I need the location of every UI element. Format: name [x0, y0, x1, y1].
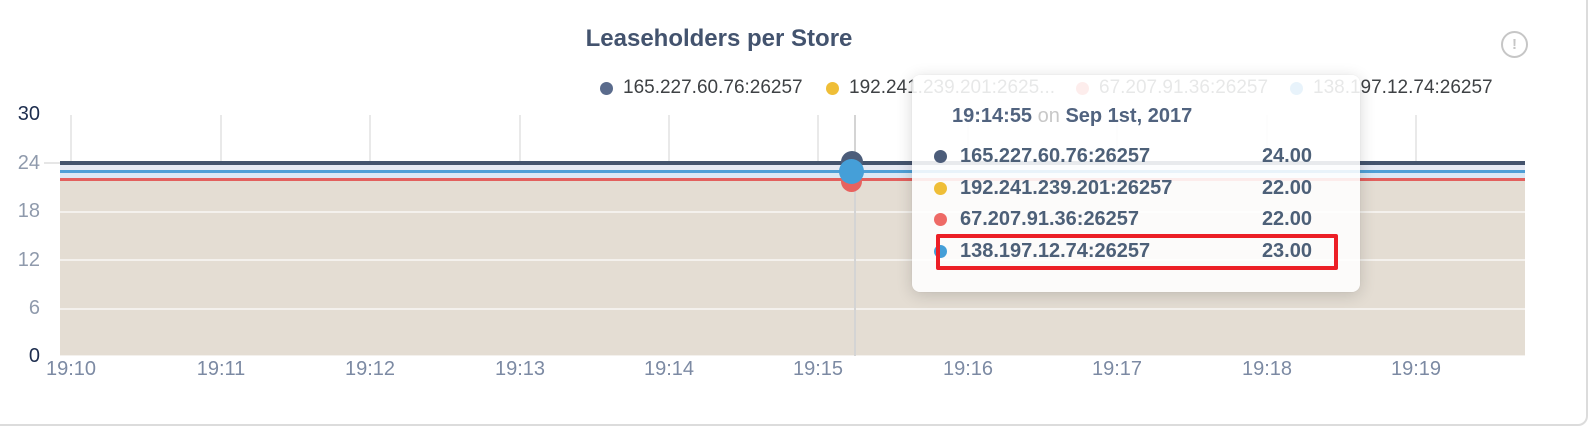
- x-axis-label: 19:17: [1091, 358, 1143, 380]
- tooltip-series-value: 24.00: [1261, 145, 1312, 168]
- x-axis-label: 19:10: [45, 358, 97, 380]
- x-axis-label: 19:13: [494, 358, 546, 380]
- tooltip-timestamp: 19:14:55 on Sep 1st, 2017: [952, 105, 1192, 128]
- h-gridline: [48, 211, 1525, 213]
- chart-tooltip: 19:14:55 on Sep 1st, 2017 165.227.60.76:…: [912, 75, 1360, 292]
- series-line-165-227-60-76: [60, 161, 1525, 165]
- series-dot-navy: [934, 150, 947, 164]
- series-line-138-197-12-74: [60, 170, 1525, 173]
- y-axis-label: 24: [17, 152, 40, 174]
- tooltip-rows: 165.227.60.76:26257 24.00 192.241.239.20…: [934, 141, 1312, 267]
- x-axis-label: 19:18: [1241, 358, 1293, 380]
- tooltip-date: Sep 1st, 2017: [1065, 105, 1193, 127]
- x-axis-label: 19:19: [1390, 358, 1442, 380]
- tooltip-on: on: [1037, 105, 1060, 127]
- x-axis-label: 19:11: [196, 358, 246, 380]
- legend-item-165-227-60-76[interactable]: 165.227.60.76:26257: [600, 77, 803, 98]
- tooltip-series-name: 192.241.239.201:26257: [960, 176, 1173, 199]
- tooltip-row: 165.227.60.76:26257 24.00: [934, 141, 1312, 173]
- h-gridline: [48, 355, 1525, 357]
- tooltip-row: 192.241.239.201:26257 22.00: [934, 173, 1312, 205]
- hover-guide-line: [854, 115, 856, 356]
- y-axis-label: 18: [17, 200, 40, 222]
- red-highlight-annotation: [936, 234, 1338, 270]
- info-icon[interactable]: !: [1501, 31, 1528, 58]
- tooltip-row: 67.207.91.36:26257 22.00: [934, 204, 1312, 236]
- x-axis-label: 19:16: [942, 358, 994, 380]
- y-axis-label: 6: [28, 297, 40, 319]
- tooltip-series-value: 23.00: [1261, 239, 1312, 262]
- tooltip-time: 19:14:55: [952, 105, 1033, 127]
- tooltip-series-name: 67.207.91.36:26257: [960, 208, 1140, 231]
- tooltip-series-name: 165.227.60.76:26257: [960, 145, 1151, 168]
- tooltip-series-name: 138.197.12.74:26257: [960, 239, 1151, 262]
- legend-label: 165.227.60.76:26257: [623, 77, 803, 98]
- series-dot-yellow: [934, 181, 947, 195]
- y-axis-label: 12: [17, 249, 40, 271]
- y-axis-label: 30: [17, 103, 40, 125]
- legend-dot-yellow: [826, 81, 839, 95]
- legend-dot-navy: [600, 81, 613, 95]
- hover-point-blue: [839, 159, 864, 184]
- h-gridline-stub: [44, 162, 60, 164]
- chart-title: Leaseholders per Store: [585, 25, 853, 52]
- x-axis-label: 19:12: [344, 358, 396, 380]
- tooltip-series-value: 22.00: [1261, 176, 1312, 199]
- series-line-67-207-91-36: [60, 178, 1525, 181]
- y-axis-label: 0: [28, 345, 40, 367]
- x-axis-label: 19:14: [643, 358, 695, 380]
- h-gridline: [48, 308, 1525, 310]
- h-gridline: [48, 259, 1525, 261]
- x-axis-label: 19:15: [792, 358, 844, 380]
- series-dot-red: [934, 213, 947, 227]
- area-band-22-23: [60, 173, 1525, 179]
- tooltip-series-value: 22.00: [1261, 208, 1312, 231]
- area-band-23-24: [60, 165, 1525, 171]
